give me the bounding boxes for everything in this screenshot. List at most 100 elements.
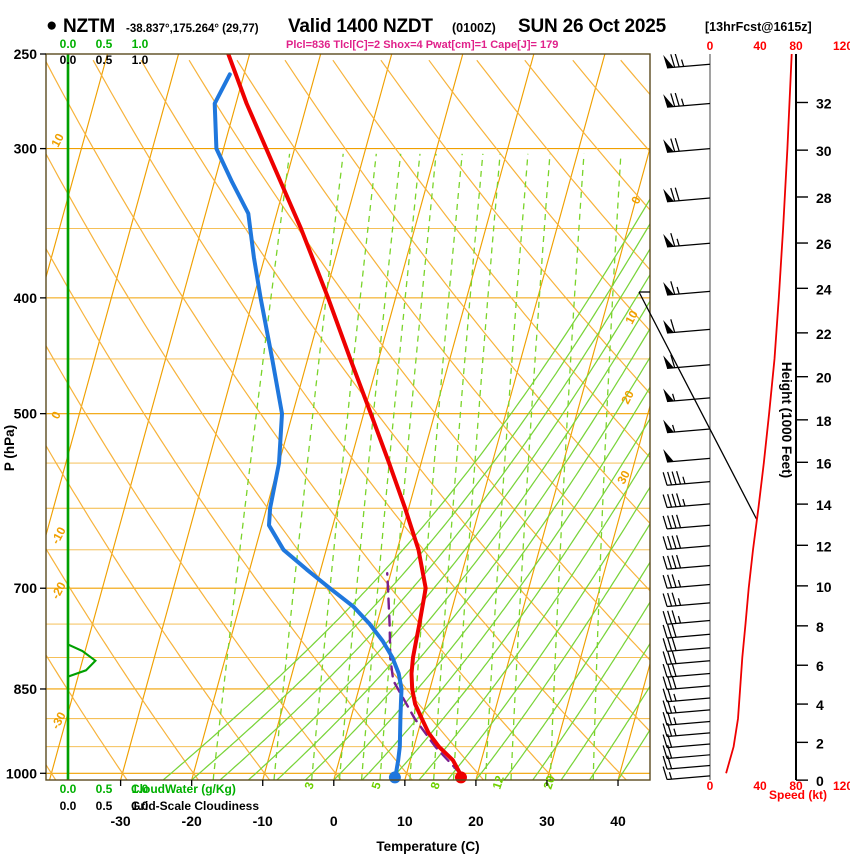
temperature-tick-40: 40: [610, 813, 626, 829]
speed-tick-bottom-120: 120: [833, 779, 850, 793]
cloudwater-axis-label: CloudWater (g/Kg): [131, 782, 236, 796]
height-tick-0: 0: [816, 773, 824, 789]
dry-adiabat-label-right-0: 0: [628, 194, 644, 207]
surface-temperature: [454, 771, 467, 784]
wind-barb: [662, 493, 711, 509]
stability-indices-row: Plcl=836 Tlcl[C]=2 Shox=4 Pwat[cm]=1 Cap…: [0, 36, 850, 52]
cloudiness-tick-top-0: 0.0: [60, 53, 77, 67]
wind-barb: [662, 688, 711, 703]
height-tick-18: 18: [816, 413, 832, 429]
wind-barb: [662, 554, 711, 570]
valid-time-utc: (0100Z): [452, 21, 496, 35]
isotherm-lines: [46, 54, 650, 780]
station-name: NZTM: [63, 16, 115, 37]
surface-dewpoint: [388, 771, 401, 784]
height-tick-30: 30: [816, 143, 832, 159]
station-marker-dot: ●: [46, 15, 57, 36]
pressure-tick-300: 300: [14, 141, 38, 157]
wind-barbs: [662, 54, 711, 780]
height-tick-2: 2: [816, 735, 824, 751]
wind-barb: [662, 637, 711, 652]
speed-tick-top-80: 80: [789, 39, 803, 53]
speed-tick-top-120: 120: [833, 39, 850, 53]
moist-adiabat-lines: [162, 197, 650, 780]
dry-adiabat-label-right-2: 20: [618, 388, 637, 407]
speed-tick-bottom-0: 0: [707, 779, 714, 793]
mixing-ratio-labels: 3 5 8 12 20: [302, 774, 559, 791]
wind-barb: [662, 574, 711, 589]
temperature-tick-0: 0: [330, 813, 338, 829]
pressure-tick-700: 700: [14, 580, 38, 596]
wind-barb: [663, 233, 711, 248]
wind-barb: [662, 650, 711, 666]
height-tick-6: 6: [816, 658, 824, 674]
temperature-axis: -30 -20 -10 0 10 20 30 40: [110, 780, 626, 829]
temperature-tick--20: -20: [182, 813, 202, 829]
height-tick-22: 22: [816, 326, 832, 342]
mixing-ratio-label-8: 8: [428, 780, 443, 791]
pressure-tick-250: 250: [14, 46, 38, 62]
temperature-tick-10: 10: [397, 813, 413, 829]
sounding-curves: [212, 54, 462, 776]
wind-barb: [662, 766, 711, 780]
dry-adiabat-label-right-3: 30: [614, 468, 633, 487]
wind-barb: [663, 449, 711, 463]
cloudwater-scale: 0.0 0.0 0.5 0.5 1.0 1.0 0.0 0.0 0.5 0.5 1.0 1.0: [60, 37, 149, 813]
dry-adiabat-label-left-1: 0: [48, 409, 64, 422]
height-tick-20: 20: [816, 370, 832, 386]
wind-barb: [662, 624, 711, 639]
height-tick-12: 12: [816, 538, 832, 554]
dry-adiabat-label-left-2: -10: [48, 524, 69, 546]
speed-axis-label: Speed (kt): [769, 788, 827, 802]
pressure-tick-400: 400: [14, 290, 38, 306]
cloudwater-tick-top-1: 0.5: [96, 37, 113, 51]
speed-tick-bottom-80: 80: [789, 779, 803, 793]
wind-barb: [663, 354, 711, 369]
cloudwater-profile: [66, 54, 97, 780]
temperature-tick-30: 30: [539, 813, 555, 829]
pressure-tick-500: 500: [14, 406, 38, 422]
height-axis-label: Height (1000 Feet): [779, 362, 794, 478]
height-tick-16: 16: [816, 455, 832, 471]
mixing-ratio-label-20: 20: [541, 774, 559, 791]
height-tick-26: 26: [816, 236, 832, 252]
cloudiness-tick-top-1: 0.5: [96, 53, 113, 67]
cloudiness-tick-top-2: 1.0: [132, 53, 149, 67]
speed-tick-top-40: 40: [753, 39, 767, 53]
wind-barb: [663, 187, 711, 203]
wind-barb: [662, 675, 711, 691]
wind-barb: [662, 610, 711, 625]
plot-frame: [45, 53, 651, 781]
pressure-tick-1000: 1000: [6, 765, 37, 781]
cloudwater-tick-bottom-2: 1.0: [132, 782, 149, 796]
height-tick-32: 32: [816, 95, 832, 111]
forecast-lead: [13hrFcst@1615z]: [705, 20, 812, 34]
dry-adiabat-label-right-1: 10: [622, 308, 641, 327]
pressure-axis: 250 300 400 500 700 850 1000: [6, 46, 46, 781]
temperature-axis-label: Temperature (C): [376, 839, 479, 854]
height-tick-8: 8: [816, 619, 824, 635]
height-tick-14: 14: [816, 497, 832, 513]
temperature-tick-20: 20: [468, 813, 484, 829]
wind-barb: [662, 470, 711, 486]
cloudiness-tick-bottom-1: 0.5: [96, 799, 113, 813]
wind-barb: [663, 281, 711, 296]
wind-barb: [662, 535, 711, 551]
cloudwater-tick-bottom-0: 0.0: [60, 782, 77, 796]
height-tick-4: 4: [816, 697, 824, 713]
valid-time: Valid 1400 NZDT: [288, 16, 433, 37]
wind-barb: [663, 388, 711, 403]
mixing-ratio-lines: [212, 153, 622, 780]
wind-barb: [662, 592, 711, 608]
pressure-tick-850: 850: [14, 681, 38, 697]
cloudiness-tick-bottom-0: 0.0: [60, 799, 77, 813]
temperature-tick--10: -10: [253, 813, 273, 829]
wind-barb: [663, 54, 711, 69]
mixing-ratio-label-12: 12: [490, 774, 508, 791]
cloudwater-tick-top-2: 1.0: [132, 37, 149, 51]
mixing-ratio-label-3: 3: [302, 780, 317, 791]
